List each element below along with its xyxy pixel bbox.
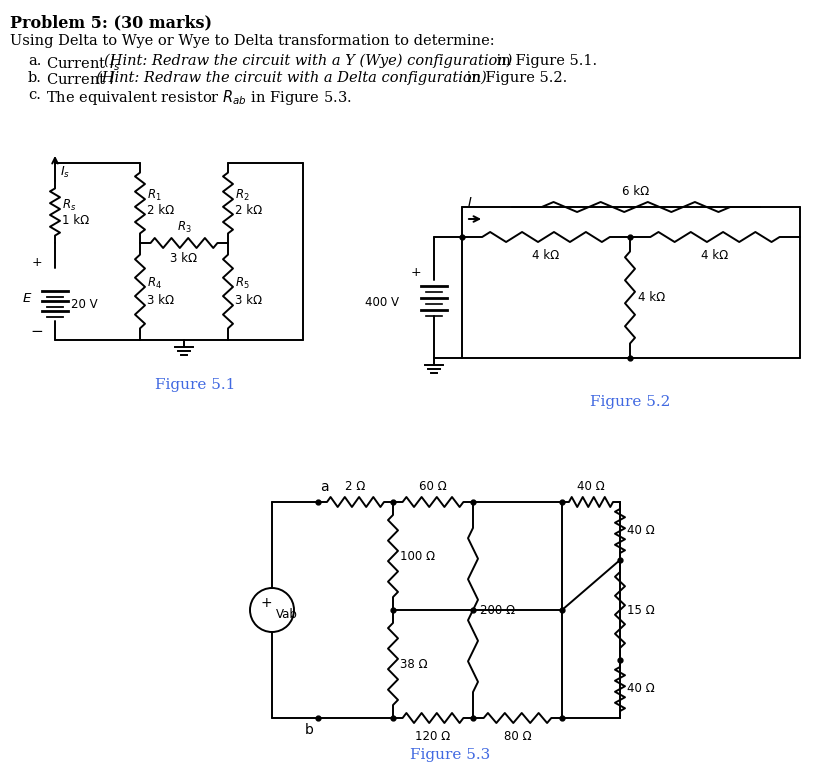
Text: 3 kΩ: 3 kΩ [171,252,197,265]
Text: 400 V: 400 V [365,296,399,309]
Text: $R_1$: $R_1$ [147,187,161,202]
Text: −: − [31,323,43,338]
Text: The equivalent resistor $R_{ab}$ in Figure 5.3.: The equivalent resistor $R_{ab}$ in Figu… [46,88,352,107]
Text: 80 Ω: 80 Ω [503,730,532,743]
Text: 4 kΩ: 4 kΩ [638,291,666,304]
Text: +: + [260,596,272,610]
Text: $R_5$: $R_5$ [235,276,250,291]
Text: b: b [305,723,314,737]
Text: 120 Ω: 120 Ω [415,730,451,743]
Text: (Hint: Redraw the circuit with a Y (Wye) configuration): (Hint: Redraw the circuit with a Y (Wye)… [104,54,513,69]
Text: 3 kΩ: 3 kΩ [235,294,262,307]
Text: 20 V: 20 V [71,299,97,312]
Text: $R_2$: $R_2$ [235,187,250,202]
Text: 40 Ω: 40 Ω [627,682,655,695]
Text: 2 kΩ: 2 kΩ [235,205,262,218]
Text: c.: c. [28,88,41,102]
Text: +: + [32,257,42,270]
Text: Figure 5.3: Figure 5.3 [410,748,490,762]
Text: Problem 5: (30 marks): Problem 5: (30 marks) [10,14,212,31]
Text: 200 Ω: 200 Ω [480,604,515,617]
Text: Current $I$: Current $I$ [46,71,115,87]
Text: 1 kΩ: 1 kΩ [62,215,89,228]
Text: 4 kΩ: 4 kΩ [701,249,729,262]
Text: Vab: Vab [276,607,298,620]
Text: a: a [320,480,329,494]
Text: $R_4$: $R_4$ [147,276,162,291]
Text: 38 Ω: 38 Ω [400,658,428,671]
Text: 6 kΩ: 6 kΩ [622,185,650,198]
Text: b.: b. [28,71,42,85]
Text: (Hint: Redraw the circuit with a Delta configuration): (Hint: Redraw the circuit with a Delta c… [96,71,487,86]
Text: +: + [411,267,421,280]
Text: 3 kΩ: 3 kΩ [147,294,174,307]
Text: $I_s$: $I_s$ [60,165,70,180]
Text: $R_s$: $R_s$ [62,197,77,212]
Text: Using Delta to Wye or Wye to Delta transformation to determine:: Using Delta to Wye or Wye to Delta trans… [10,34,495,48]
Text: 2 kΩ: 2 kΩ [147,205,174,218]
Text: 15 Ω: 15 Ω [627,604,655,617]
Text: in Figure 5.2.: in Figure 5.2. [462,71,567,85]
Text: in Figure 5.1.: in Figure 5.1. [492,54,597,68]
Text: Current $I_s$: Current $I_s$ [46,54,121,73]
Text: $R_3$: $R_3$ [176,219,191,235]
Text: $I$: $I$ [467,196,473,209]
Text: 100 Ω: 100 Ω [400,549,435,562]
Text: 40 Ω: 40 Ω [627,525,655,538]
Text: 60 Ω: 60 Ω [419,480,447,493]
Text: 2 Ω: 2 Ω [345,480,366,493]
Text: a.: a. [28,54,42,68]
Text: $E$: $E$ [22,292,32,305]
Text: 40 Ω: 40 Ω [577,480,605,493]
Text: 4 kΩ: 4 kΩ [532,249,560,262]
Text: Figure 5.1: Figure 5.1 [155,378,235,392]
Text: Figure 5.2: Figure 5.2 [590,395,671,409]
